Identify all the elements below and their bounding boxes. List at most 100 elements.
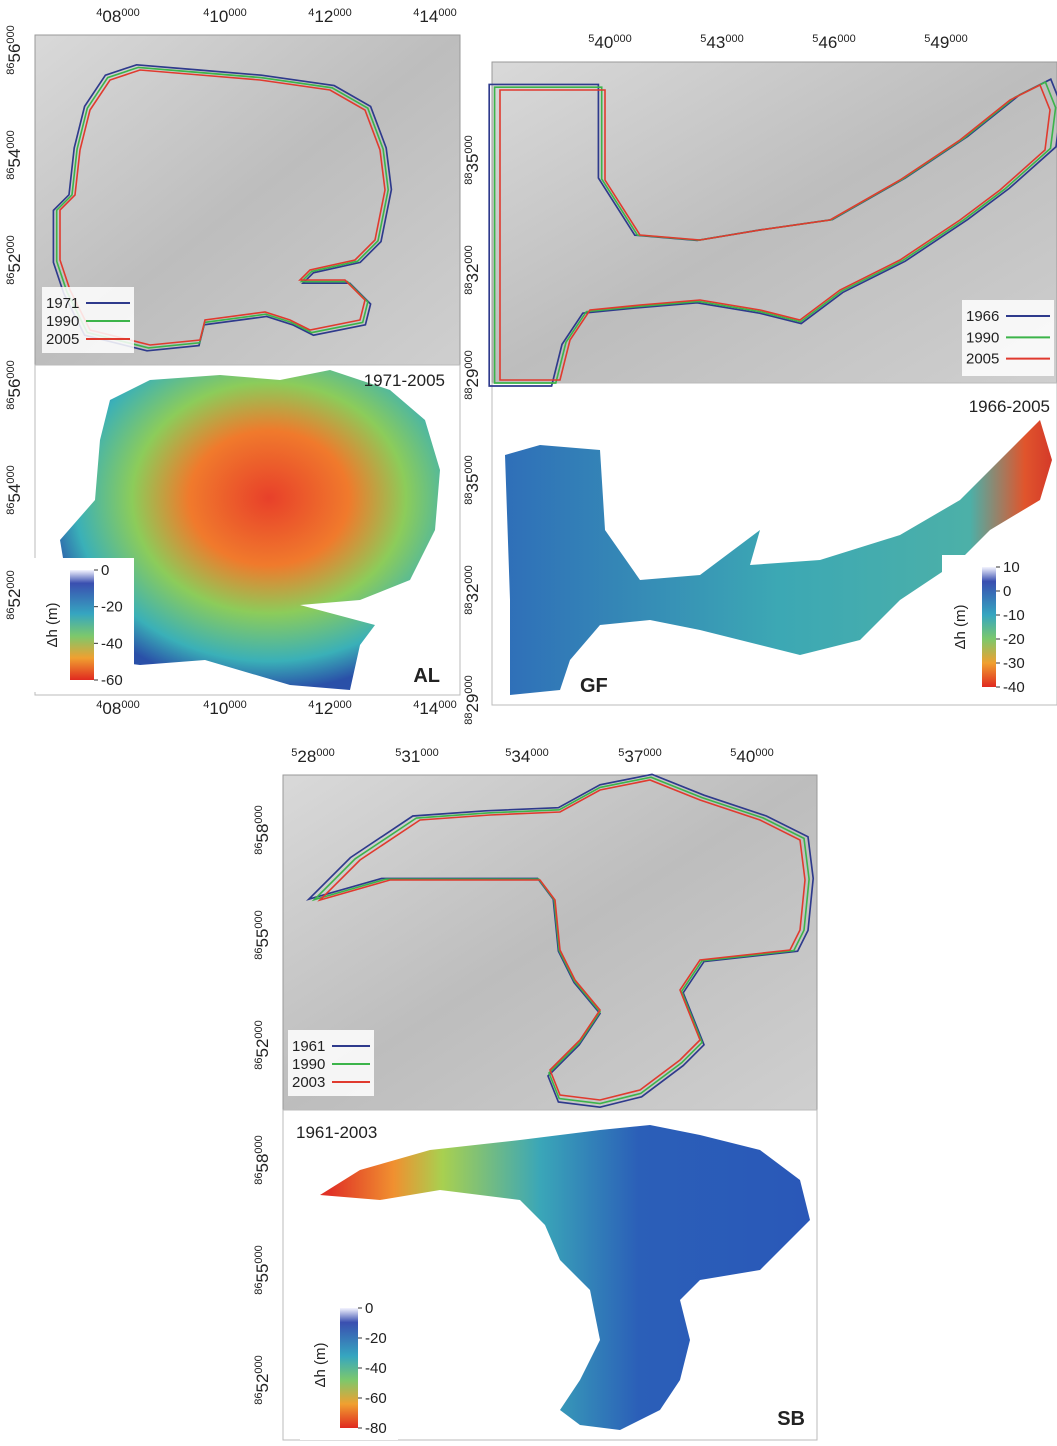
coordinate-label: 528000 — [291, 747, 334, 766]
coordinate-main: 12 — [314, 699, 333, 718]
coordinate-main: 14 — [419, 7, 438, 26]
legend-label: 1990 — [292, 1056, 325, 1073]
coordinate-main: 56 — [5, 44, 24, 63]
coordinate-label: 408000 — [96, 7, 139, 26]
coordinate-suffix: 000 — [5, 25, 17, 43]
coordinate-suffix: 000 — [755, 747, 773, 759]
coordinate-prefix: 86 — [5, 273, 17, 285]
coordinate-suffix: 000 — [530, 747, 548, 759]
site-label: GF — [580, 675, 608, 697]
legend-label: 1966 — [966, 308, 999, 325]
coordinate-prefix: 86 — [5, 63, 17, 75]
coordinate-suffix: 000 — [420, 747, 438, 759]
coordinate-suffix: 000 — [463, 350, 475, 368]
coordinate-label: 8656000 — [5, 25, 24, 75]
legend-label: 1990 — [46, 313, 79, 330]
coordinate-main: 10 — [209, 7, 228, 26]
coordinate-main: 40 — [736, 747, 755, 766]
coordinate-prefix: 88 — [463, 173, 475, 185]
colorbar-title: Δh (m) — [312, 1342, 329, 1387]
coordinate-label: 534000 — [505, 747, 548, 766]
colorbar-tick-label: -20 — [365, 1330, 387, 1347]
coordinate-prefix: 86 — [5, 398, 17, 410]
coordinate-label: 543000 — [700, 33, 743, 52]
colorbar-title: Δh (m) — [952, 604, 969, 649]
coordinate-main: 08 — [102, 7, 121, 26]
coordinate-main: 43 — [706, 33, 725, 52]
coordinate-label: 8655000 — [253, 910, 272, 960]
colorbar-tick-label: -40 — [101, 635, 123, 652]
coordinate-label: 8652000 — [5, 235, 24, 285]
coordinate-label: 8835000 — [463, 455, 482, 505]
map-layer: 4080004100004120004140004080004100004120… — [5, 7, 1057, 1440]
coordinate-suffix: 000 — [5, 360, 17, 378]
coordinate-label: 8654000 — [5, 465, 24, 515]
coordinate-prefix: 88 — [463, 283, 475, 295]
coordinate-label: 410000 — [203, 7, 246, 26]
coordinate-main: 08 — [102, 699, 121, 718]
coordinate-label: 410000 — [203, 699, 246, 718]
colorbar — [70, 570, 94, 680]
coordinate-label: 8655000 — [253, 1245, 272, 1295]
coordinate-main: 52 — [253, 1039, 272, 1058]
coordinate-main: 29 — [463, 694, 482, 713]
coordinate-label: 8829000 — [463, 675, 482, 725]
coordinate-prefix: 86 — [5, 503, 17, 515]
coordinate-suffix: 000 — [463, 675, 475, 693]
coordinate-label: 414000 — [413, 699, 456, 718]
coordinate-suffix: 000 — [253, 1135, 265, 1153]
coordinate-main: 32 — [463, 264, 482, 283]
coordinate-suffix: 000 — [438, 7, 456, 19]
coordinate-label: 8656000 — [5, 360, 24, 410]
coordinate-label: 8654000 — [5, 130, 24, 180]
coordinate-suffix: 000 — [316, 747, 334, 759]
coordinate-suffix: 000 — [725, 33, 743, 45]
coordinate-prefix: 86 — [253, 1283, 265, 1295]
legend-label: 2005 — [46, 331, 79, 348]
coordinate-suffix: 000 — [253, 910, 265, 928]
coordinate-label: 540000 — [730, 747, 773, 766]
coordinate-label: 8652000 — [253, 1355, 272, 1405]
coordinate-main: 28 — [297, 747, 316, 766]
coordinate-main: 55 — [253, 1264, 272, 1283]
colorbar-tick-label: -80 — [365, 1420, 387, 1437]
coordinate-main: 34 — [511, 747, 530, 766]
coordinate-label: 8832000 — [463, 565, 482, 615]
coordinate-label: 537000 — [618, 747, 661, 766]
coordinate-main: 29 — [463, 369, 482, 388]
coordinate-main: 35 — [463, 154, 482, 173]
coordinate-main: 54 — [5, 149, 24, 168]
colorbar-tick-label: -60 — [101, 672, 123, 689]
legend-label: 2005 — [966, 351, 999, 368]
coordinate-main: 12 — [314, 7, 333, 26]
coordinate-suffix: 000 — [5, 235, 17, 253]
coordinate-suffix: 000 — [253, 805, 265, 823]
coordinate-suffix: 000 — [253, 1245, 265, 1263]
coordinate-suffix: 000 — [333, 699, 351, 711]
coordinate-label: 8835000 — [463, 135, 482, 185]
coordinate-prefix: 86 — [253, 948, 265, 960]
coordinate-suffix: 000 — [643, 747, 661, 759]
coordinate-suffix: 000 — [463, 455, 475, 473]
coordinate-suffix: 000 — [463, 565, 475, 583]
coordinate-prefix: 88 — [463, 603, 475, 615]
coordinate-prefix: 88 — [463, 493, 475, 505]
colorbar-tick-label: -40 — [365, 1360, 387, 1377]
coordinate-main: 31 — [401, 747, 420, 766]
coordinate-main: 49 — [930, 33, 949, 52]
glacier-panel: 5280005310005340005370005400008658000865… — [253, 747, 817, 1440]
coordinate-suffix: 000 — [5, 570, 17, 588]
coordinate-label: 8658000 — [253, 805, 272, 855]
colorbar — [982, 567, 996, 687]
figure: 4080004100004120004140004080004100004120… — [0, 0, 1057, 1446]
coordinate-label: 8658000 — [253, 1135, 272, 1185]
colorbar-tick-label: -20 — [101, 599, 123, 616]
colorbar-tick-label: -60 — [365, 1390, 387, 1407]
coordinate-label: 8652000 — [5, 570, 24, 620]
coordinate-main: 54 — [5, 484, 24, 503]
coordinate-main: 52 — [5, 589, 24, 608]
coordinate-main: 40 — [594, 33, 613, 52]
coordinate-prefix: 88 — [463, 388, 475, 400]
coordinate-label: 546000 — [812, 33, 855, 52]
